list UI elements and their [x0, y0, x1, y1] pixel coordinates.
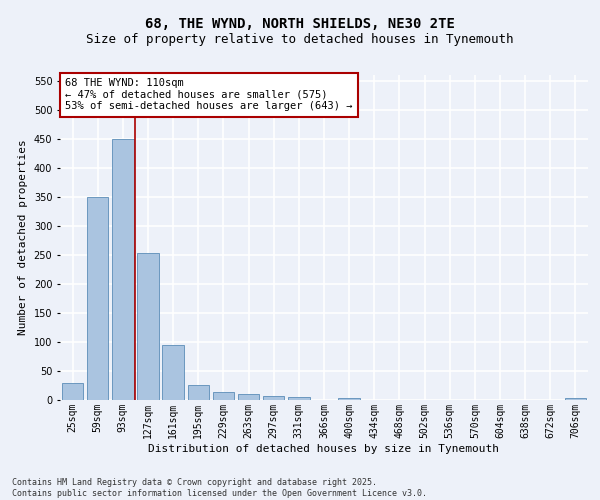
Bar [62, 382, 83, 400]
Text: Contains HM Land Registry data © Crown copyright and database right 2025.
Contai: Contains HM Land Registry data © Crown c… [12, 478, 427, 498]
Bar [112, 139, 134, 400]
Bar [288, 397, 310, 400]
Bar [338, 398, 360, 400]
Text: 68 THE WYND: 110sqm
← 47% of detached houses are smaller (575)
53% of semi-detac: 68 THE WYND: 110sqm ← 47% of detached ho… [65, 78, 353, 112]
X-axis label: Distribution of detached houses by size in Tynemouth: Distribution of detached houses by size … [149, 444, 499, 454]
Text: Size of property relative to detached houses in Tynemouth: Size of property relative to detached ho… [86, 32, 514, 46]
Y-axis label: Number of detached properties: Number of detached properties [18, 140, 28, 336]
Bar [163, 345, 184, 400]
Bar [565, 398, 586, 400]
Bar [87, 197, 109, 400]
Bar [137, 253, 158, 400]
Text: 68, THE WYND, NORTH SHIELDS, NE30 2TE: 68, THE WYND, NORTH SHIELDS, NE30 2TE [145, 18, 455, 32]
Bar [238, 394, 259, 400]
Bar [188, 386, 209, 400]
Bar [263, 396, 284, 400]
Bar [213, 392, 234, 400]
